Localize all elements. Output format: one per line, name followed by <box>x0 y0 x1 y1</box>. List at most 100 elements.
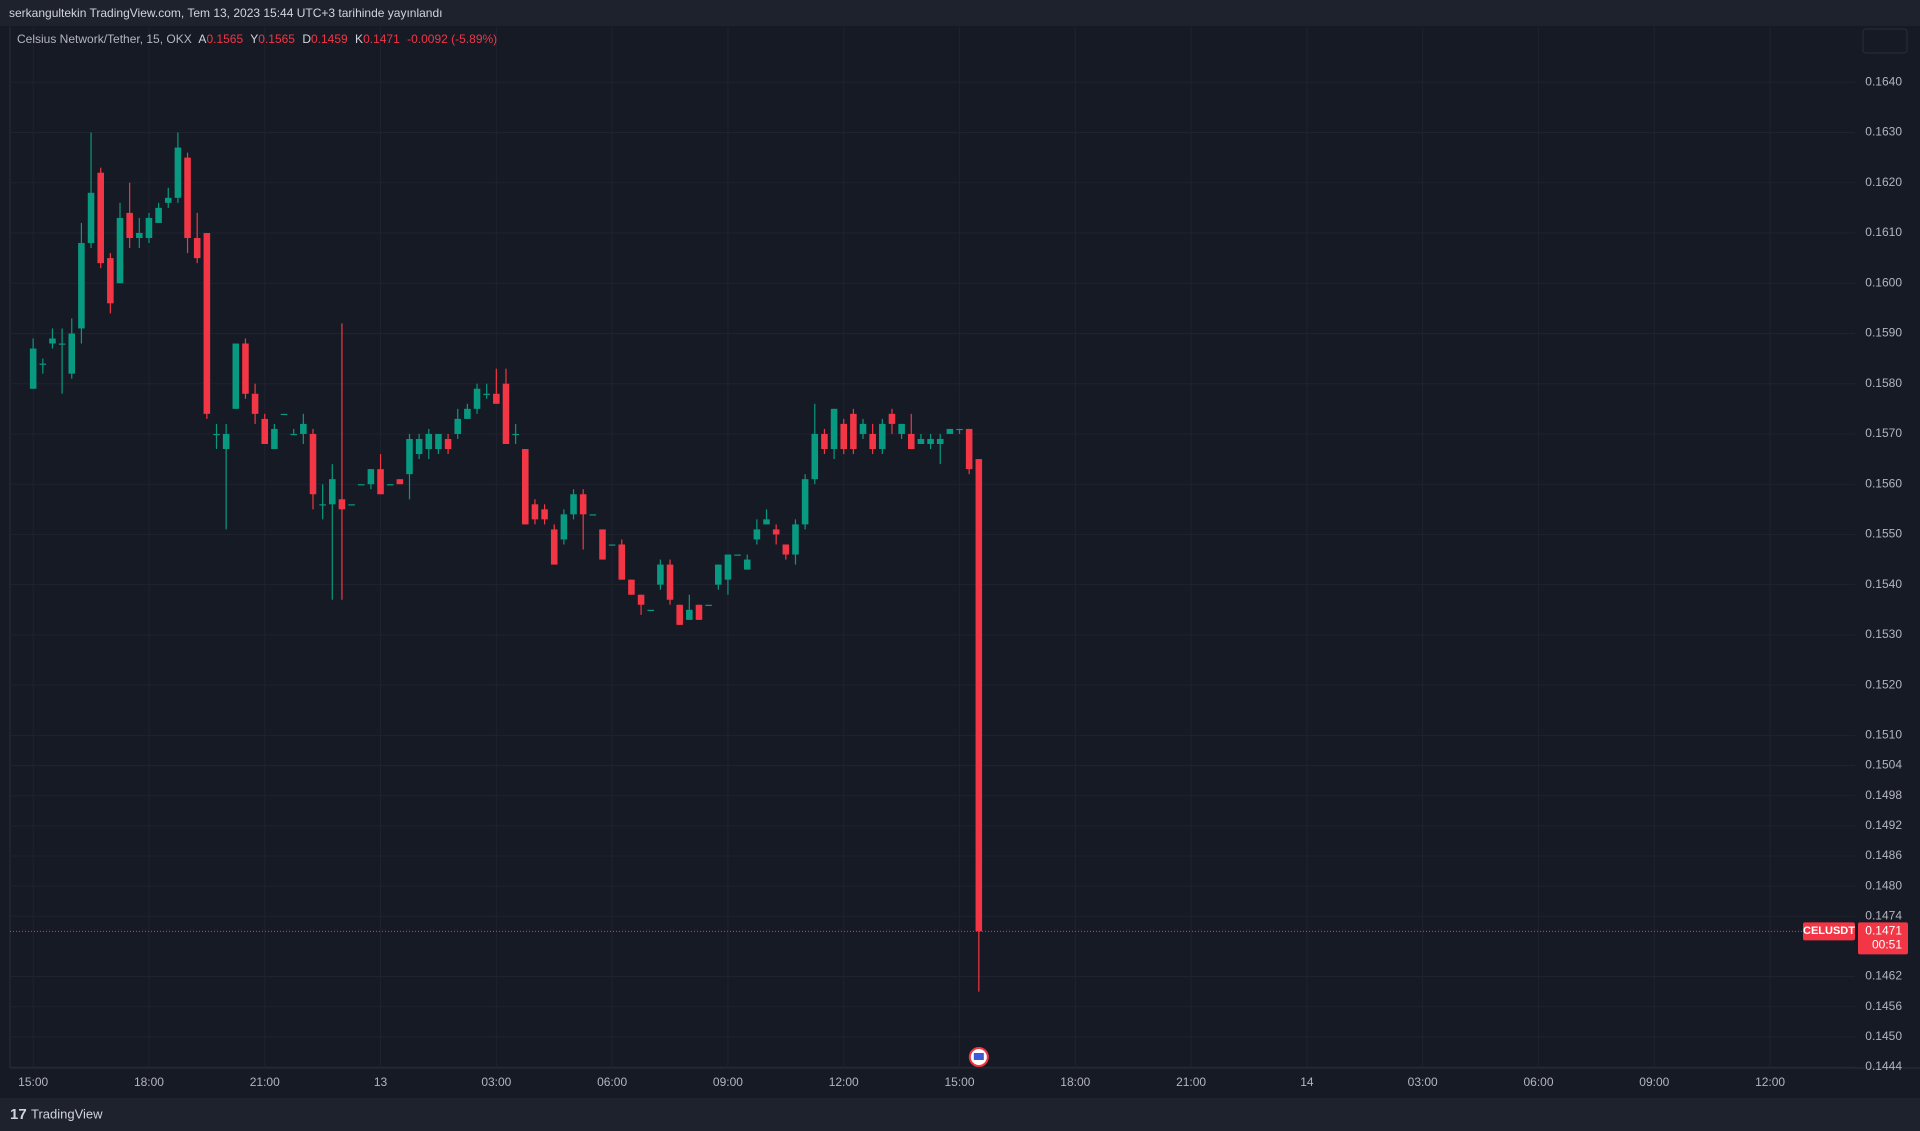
footer-bar <box>0 1098 1920 1131</box>
candle-body <box>724 554 732 580</box>
candle-body <box>676 604 683 625</box>
candle-body <box>705 604 712 606</box>
candle-body <box>647 609 655 611</box>
candle-body <box>464 408 471 419</box>
candle-body <box>377 469 384 495</box>
candle-body <box>493 393 500 404</box>
legend: Celsius Network/Tether, 15, OKX A0.1565 … <box>17 32 501 46</box>
candle-body <box>560 514 568 540</box>
y-tick-label: 0.1486 <box>1865 848 1902 862</box>
candle-body <box>840 423 848 450</box>
candle-body <box>917 438 925 445</box>
candle-body <box>136 232 143 239</box>
x-tick-label: 21:00 <box>1176 1075 1206 1089</box>
candle-body <box>425 433 433 450</box>
footer-text: TradingView <box>31 1106 103 1121</box>
candle-body <box>811 433 819 480</box>
price-tag: CELUSDT <box>1803 925 1855 937</box>
candle-body <box>965 428 973 470</box>
candle-body <box>522 449 529 525</box>
header-text: serkangultekin TradingView.com, Tem 13, … <box>9 6 442 20</box>
candle-body <box>39 363 47 365</box>
candle-body <box>435 433 442 450</box>
candle-body <box>666 564 674 600</box>
y-tick-label: 0.1610 <box>1865 225 1902 239</box>
candle-body <box>512 433 519 436</box>
x-tick-label: 09:00 <box>1639 1075 1669 1089</box>
menu-button[interactable] <box>1862 28 1908 54</box>
candle-body <box>145 217 153 239</box>
x-tick-label: 15:00 <box>18 1075 48 1089</box>
candle-body <box>850 413 857 450</box>
y-tick-label: 0.1640 <box>1865 74 1902 88</box>
candle-body <box>193 238 201 259</box>
change: -0.0092 (-5.89%) <box>407 32 498 46</box>
ohlc-value: 0.1471 <box>363 32 400 46</box>
candle-body <box>357 484 365 486</box>
candle-body <box>261 418 269 445</box>
candle-body <box>618 544 626 580</box>
candle-body <box>550 529 558 565</box>
candle-body <box>87 192 95 244</box>
candle-body <box>772 529 780 535</box>
candle-body <box>531 504 539 520</box>
candle-body <box>126 212 133 239</box>
y-tick-label: 0.1498 <box>1865 788 1902 802</box>
candle-body <box>222 433 230 450</box>
candle-body <box>956 428 963 431</box>
candle-body <box>821 433 828 450</box>
candle-body <box>29 348 37 389</box>
candle-body <box>792 524 799 555</box>
y-tick-label: 0.1480 <box>1865 878 1902 892</box>
candle-body <box>280 413 288 416</box>
y-tick-label: 0.1492 <box>1865 818 1902 832</box>
candle-body <box>49 338 56 344</box>
candle-body <box>888 413 896 424</box>
ohlc-value: 0.1565 <box>258 32 295 46</box>
ohlc-label: D <box>302 32 311 46</box>
candle-body <box>58 343 66 345</box>
y-tick-label: 0.1620 <box>1865 175 1902 189</box>
ohlc-label: A <box>198 32 207 46</box>
candle-body <box>608 544 616 546</box>
price-tag-bg <box>1803 922 1855 941</box>
candle-body <box>763 519 770 525</box>
candle-body <box>68 333 76 374</box>
candle-body <box>348 504 355 506</box>
candle-body <box>444 438 452 450</box>
candle-body <box>300 423 307 434</box>
candle-body <box>329 479 336 505</box>
x-tick-label: 18:00 <box>1060 1075 1090 1089</box>
candle-body <box>927 438 934 445</box>
candle-body <box>714 564 722 585</box>
x-tick-label: 14 <box>1300 1075 1314 1089</box>
candle-body <box>454 418 462 434</box>
candle-body <box>907 433 915 450</box>
candle-body <box>97 172 104 264</box>
y-tick-label: 0.1504 <box>1865 758 1902 772</box>
last-price-bg <box>1858 922 1908 955</box>
y-tick-label: 0.1560 <box>1865 476 1902 490</box>
candle-body <box>695 604 703 620</box>
x-tick-label: 09:00 <box>713 1075 743 1089</box>
candle-body <box>686 609 693 620</box>
candle-body <box>541 509 548 520</box>
candle-body <box>483 393 490 395</box>
candle-body <box>936 438 944 445</box>
y-tick-label: 0.1456 <box>1865 999 1902 1013</box>
y-tick-label: 0.1580 <box>1865 376 1902 390</box>
footer-logo: 17 <box>10 1106 27 1123</box>
y-tick-label: 0.1474 <box>1865 908 1902 922</box>
x-tick-label: 03:00 <box>1408 1075 1438 1089</box>
candle-body <box>570 494 577 515</box>
x-tick-label: 06:00 <box>1523 1075 1553 1089</box>
candle-body <box>290 433 297 436</box>
symbol: Celsius Network/Tether, 15, OKX <box>17 32 192 46</box>
last-price: 0.1471 <box>1865 924 1902 938</box>
candle-body <box>78 243 85 329</box>
ohlc-value: 0.1459 <box>311 32 348 46</box>
y-tick-label: 0.1570 <box>1865 426 1902 440</box>
candle-body <box>801 479 809 525</box>
candle-body <box>859 423 867 434</box>
